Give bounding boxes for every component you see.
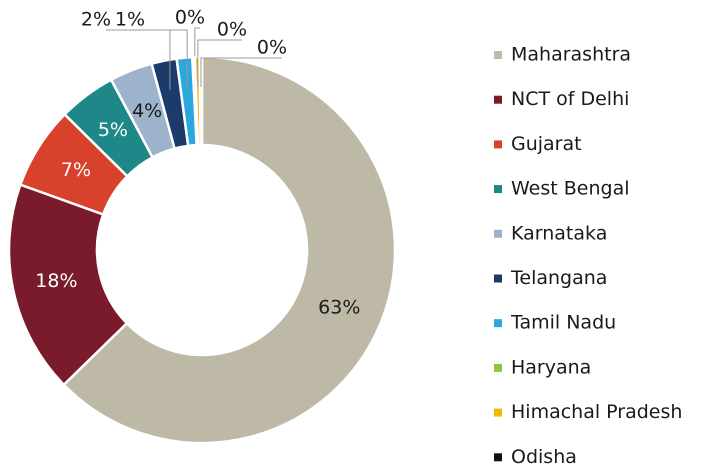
data-label: 7% xyxy=(61,159,91,181)
leader-line xyxy=(200,57,282,88)
legend-marker xyxy=(494,140,502,149)
legend-label: NCT of Delhi xyxy=(511,88,629,110)
legend-marker xyxy=(494,363,502,372)
data-label: 4% xyxy=(132,100,162,122)
slice xyxy=(62,55,397,445)
data-label: 1% xyxy=(115,9,145,31)
data-label: 63% xyxy=(318,296,360,318)
data-label: 5% xyxy=(98,119,128,141)
legend-marker xyxy=(494,229,502,238)
legend-marker xyxy=(494,319,502,328)
legend-marker xyxy=(494,274,502,283)
legend-label: Odisha xyxy=(511,446,577,464)
data-label: 0% xyxy=(175,7,205,29)
slice xyxy=(7,183,129,387)
legend-label: West Bengal xyxy=(511,178,630,200)
data-label: 18% xyxy=(35,270,77,292)
leader-line xyxy=(140,29,188,88)
legend-label: Haryana xyxy=(511,356,591,378)
legend-marker xyxy=(494,408,502,417)
legend-label: Maharashtra xyxy=(511,44,631,66)
legend-marker xyxy=(494,453,502,462)
legend-label: Gujarat xyxy=(511,133,582,155)
legend-label: Karnataka xyxy=(511,222,607,244)
legend-label: Tamil Nadu xyxy=(510,312,616,334)
legend-label: Himachal Pradesh xyxy=(511,401,682,423)
data-label: 0% xyxy=(217,19,247,41)
data-label: 0% xyxy=(257,37,287,59)
legend-label: Telangana xyxy=(510,267,607,289)
legend-marker xyxy=(494,95,502,104)
leader-line xyxy=(197,39,242,88)
legend-marker xyxy=(494,51,502,59)
data-label: 2% xyxy=(81,9,111,31)
legend-marker xyxy=(494,185,502,194)
